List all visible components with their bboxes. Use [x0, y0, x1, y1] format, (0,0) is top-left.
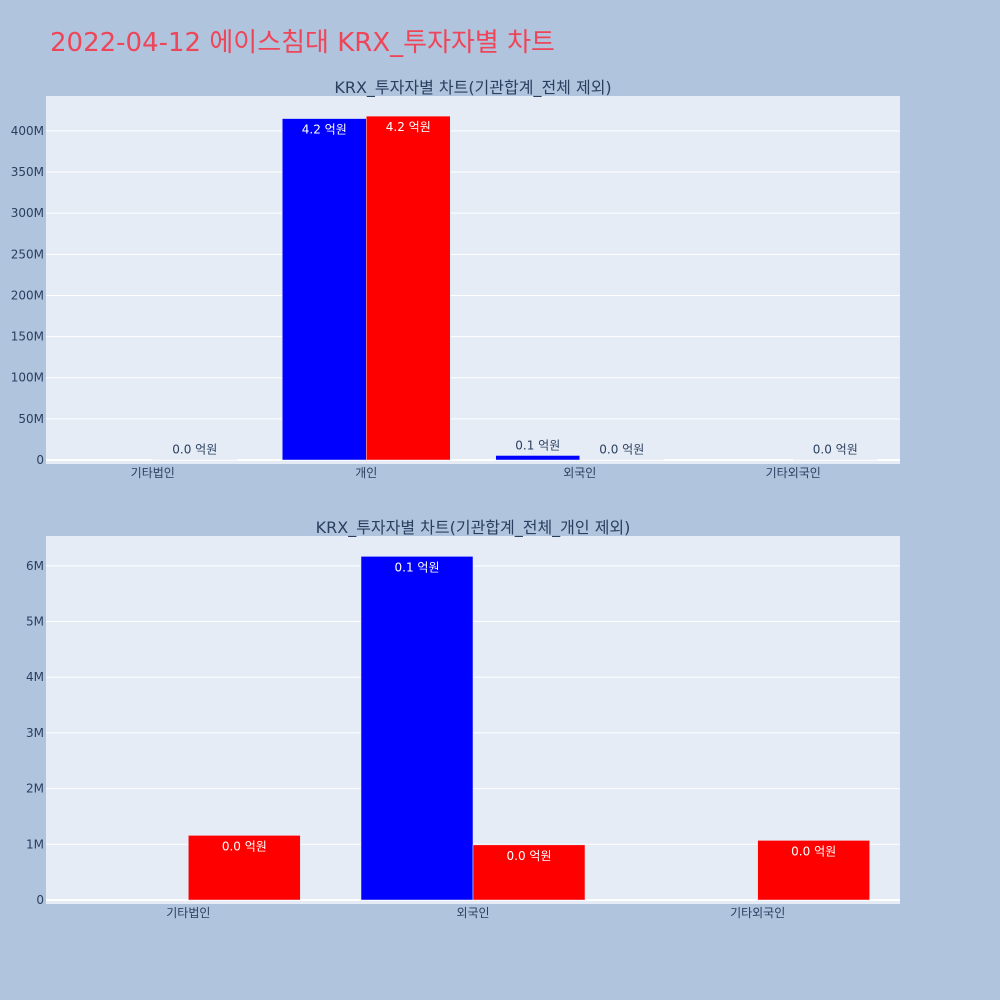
y-tick-label: 50M [18, 412, 44, 426]
y-tick-label: 350M [11, 165, 44, 179]
y-tick-label: 0 [36, 893, 44, 907]
y-tick-label: 6M [26, 559, 44, 573]
y-tick-label: 2M [26, 782, 44, 796]
x-tick-label: 기타외국인 [730, 906, 785, 920]
data-label: 0.0 억원 [599, 443, 644, 457]
plot-area [46, 96, 900, 464]
y-tick-label: 3M [26, 726, 44, 740]
bar [360, 556, 474, 901]
x-tick-label: 외국인 [563, 466, 596, 480]
x-tick-label: 기타외국인 [766, 466, 821, 480]
data-label: 0.1 억원 [515, 438, 560, 452]
data-label: 4.2 억원 [302, 123, 347, 137]
bar [282, 118, 367, 461]
data-label: 0.0 억원 [222, 839, 267, 853]
y-tick-label: 0 [36, 453, 44, 467]
y-tick-label: 300M [11, 206, 44, 220]
bar [188, 835, 301, 901]
bar [366, 115, 451, 461]
y-tick-label: 250M [11, 247, 44, 261]
data-label: 0.0 억원 [507, 849, 552, 863]
data-label: 0.0 억원 [813, 443, 858, 457]
y-tick-label: 400M [11, 124, 44, 138]
chart-title: KRX_투자자별 차트(기관합계_전체_개인 제외) [316, 518, 631, 538]
bar [757, 840, 870, 901]
chart-1: KRX_투자자별 차트(기관합계_전체 제외) 0 50M 100M 150M 200M 2… [11, 78, 900, 480]
x-tick-label: 기타법인 [131, 466, 175, 480]
data-label: 0.0 억원 [172, 443, 217, 457]
chart-2: KRX_투자자별 차트(기관합계_전체_개인 제외) 0 1M 2M 3M 4M 5M 6M 기… [26, 518, 900, 920]
x-tick-label: 기타법인 [166, 906, 210, 920]
page-title: 2022-04-12 에이스침대 KRX_투자자별 차트 [50, 28, 555, 58]
y-tick-label: 150M [11, 330, 44, 344]
y-tick-label: 100M [11, 371, 44, 385]
bar [472, 844, 586, 901]
y-tick-label: 200M [11, 288, 44, 302]
x-tick-label: 외국인 [456, 906, 489, 920]
y-tick-label: 5M [26, 615, 44, 629]
data-label: 0.1 억원 [395, 560, 440, 574]
x-tick-label: 개인 [355, 466, 377, 480]
y-tick-label: 4M [26, 670, 44, 684]
data-label: 0.0 억원 [791, 844, 836, 858]
y-tick-label: 1M [26, 837, 44, 851]
data-label: 4.2 억원 [386, 120, 431, 134]
bar [495, 455, 580, 461]
chart-title: KRX_투자자별 차트(기관합계_전체 제외) [334, 78, 611, 98]
